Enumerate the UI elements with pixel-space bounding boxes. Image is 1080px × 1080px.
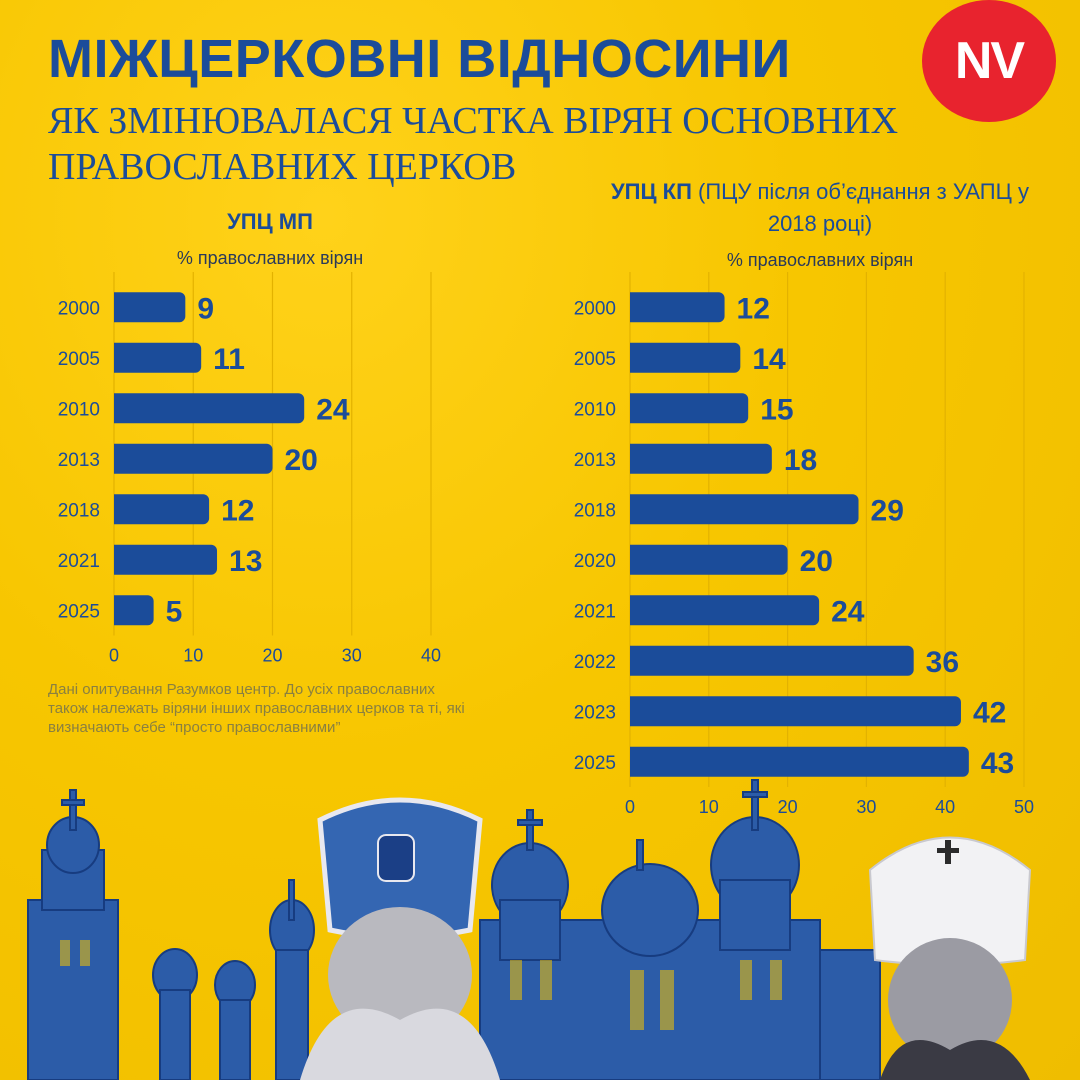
bar-value-label: 12 (221, 494, 254, 527)
x-tick-label: 40 (935, 797, 955, 817)
y-category-label: 2000 (574, 298, 616, 319)
y-category-label: 2020 (574, 551, 616, 572)
y-category-label: 2010 (574, 399, 616, 420)
page-subtitle: ЯК ЗМІНЮВАЛАСЯ ЧАСТКА ВІРЯН ОСНОВНИХ ПРА… (48, 100, 899, 188)
y-category-label: 2021 (574, 601, 616, 622)
y-category-label: 2018 (574, 500, 616, 521)
bar-value-label: 29 (871, 494, 904, 527)
bar (114, 443, 273, 474)
chart-upc-kp: 0 10 20 30 40 50 2000 12 2005 14 2010 15 2013 18 2018 2… (574, 272, 1034, 817)
x-tick-label: 20 (262, 646, 282, 666)
chart-right-title: УПЦ КП (610, 179, 692, 204)
x-tick-label: 10 (183, 646, 203, 666)
y-category-label: 2013 (574, 450, 616, 471)
bar (114, 393, 305, 424)
bar-value-label: 13 (229, 545, 262, 578)
x-tick-label: 30 (856, 797, 876, 817)
bar-value-label: 5 (166, 595, 183, 628)
y-category-label: 2025 (574, 753, 616, 774)
x-tick-label: 0 (625, 797, 635, 817)
bar (630, 494, 859, 525)
bar-value-label: 20 (800, 545, 833, 578)
bar (114, 292, 186, 323)
y-category-label: 2025 (58, 601, 100, 622)
bar (114, 494, 210, 525)
bar-value-label: 11 (213, 343, 245, 376)
bar-value-label: 36 (926, 646, 959, 679)
x-tick-label: 40 (421, 646, 441, 666)
y-category-label: 2010 (58, 399, 100, 420)
bar-value-label: 15 (760, 393, 793, 426)
x-tick-label: 20 (778, 797, 798, 817)
bar (630, 645, 914, 676)
chart-right-title-note: (ПЦУ після об’єднання з УАПЦ у 2018 році… (691, 179, 1030, 236)
page-title: МІЖЦЕРКОВНІ ВІДНОСИНИ (48, 29, 791, 89)
x-tick-label: 0 (109, 646, 119, 666)
chart-left-unit: % православних вірян (176, 248, 364, 268)
clergyman-right-figure (868, 836, 1032, 1080)
chart-left-header: УПЦ МП % православних вірян (80, 206, 460, 269)
nv-logo: NV (922, 0, 1056, 122)
bar (630, 696, 961, 727)
bar (114, 342, 202, 373)
x-tick-label: 50 (1014, 797, 1034, 817)
bar-value-label: 9 (197, 292, 214, 325)
bar (113, 544, 218, 575)
bar (630, 595, 820, 626)
chart-right-header: УПЦ КП (ПЦУ після об’єднання з УАПЦ у 20… (610, 176, 1030, 271)
chart-right-unit: % православних вірян (726, 250, 914, 270)
bar (630, 292, 725, 323)
y-category-label: 2005 (574, 349, 616, 370)
bar (630, 393, 749, 424)
bar-value-label: 24 (316, 393, 350, 426)
bar (114, 595, 154, 626)
bar-value-label: 14 (752, 343, 786, 376)
x-tick-label: 30 (342, 646, 362, 666)
bar-value-label: 43 (981, 747, 1014, 780)
bar-value-label: 18 (784, 444, 817, 477)
church-illustration (27, 779, 1032, 1080)
y-category-label: 2013 (58, 450, 100, 471)
x-tick-label: 10 (699, 797, 719, 817)
y-category-label: 2023 (574, 702, 616, 723)
bar (630, 342, 741, 373)
chart-upc-mp: 0 10 20 30 40 2000 9 2005 11 2010 24 2013 20 2018 12 20… (58, 272, 441, 666)
y-category-label: 2022 (574, 652, 616, 673)
bar (630, 746, 969, 777)
source-note: Дані опитування Разумков центр. До усіх … (48, 681, 465, 736)
bar-value-label: 12 (737, 292, 770, 325)
chart-left-title: УПЦ МП (227, 209, 313, 234)
y-category-label: 2021 (58, 551, 100, 572)
y-category-label: 2018 (58, 500, 100, 521)
y-category-label: 2005 (58, 349, 100, 370)
bar-value-label: 42 (973, 696, 1006, 729)
bar-value-label: 20 (285, 444, 318, 477)
y-category-label: 2000 (58, 298, 100, 319)
clergyman-left-figure (300, 797, 500, 1080)
bar-value-label: 24 (831, 595, 865, 628)
bar (630, 544, 788, 575)
bar (630, 443, 772, 474)
